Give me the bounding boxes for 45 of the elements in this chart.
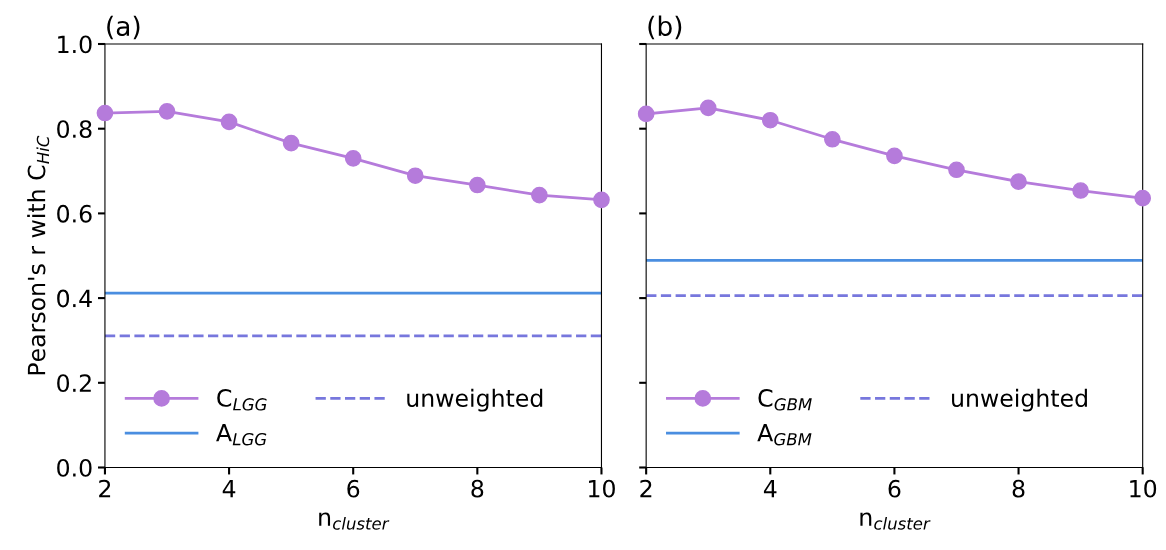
x-tick-label: 2 xyxy=(640,479,652,498)
point xyxy=(158,103,176,120)
y-tick-label: 1.0 xyxy=(58,35,92,54)
x-tick-label: 10 xyxy=(589,479,615,498)
point xyxy=(469,176,486,194)
point xyxy=(699,99,717,117)
point xyxy=(531,186,548,204)
point xyxy=(824,130,841,148)
point xyxy=(761,111,779,129)
legend-label: C$_{GBM}$ xyxy=(758,388,812,411)
x-tick-label: 2 xyxy=(99,479,111,498)
chart-title: (a) xyxy=(107,15,140,40)
point xyxy=(344,150,362,167)
legend-label: unweighted xyxy=(952,388,1087,412)
point xyxy=(948,161,965,179)
legend-label: A$_{LGG}$ xyxy=(216,424,267,446)
point xyxy=(406,167,424,185)
legend-label: unweighted xyxy=(407,388,543,412)
y-axis-title: Pearson's r with C$_{HiC}$ xyxy=(27,135,50,375)
y-tick-label: 0.4 xyxy=(57,289,92,308)
point xyxy=(1134,189,1152,207)
x-tick-label: 8 xyxy=(1012,479,1025,498)
x-tick-label: 4 xyxy=(763,480,777,498)
x-tick-label: 8 xyxy=(471,479,484,498)
point xyxy=(220,113,238,131)
point xyxy=(282,134,300,152)
x-tick-label: 6 xyxy=(888,479,901,498)
point xyxy=(886,147,903,165)
y-tick-label: 0.2 xyxy=(57,374,91,393)
x-axis-title: n$_{cluster}$ xyxy=(860,512,931,530)
y-tick-label: 0.8 xyxy=(57,120,92,139)
point xyxy=(1010,173,1027,190)
y-tick-label: 0.6 xyxy=(57,204,92,223)
legend-label: C$_{LGG}$ xyxy=(217,388,267,411)
x-tick-label: 6 xyxy=(347,479,360,498)
y-tick-label: 0.0 xyxy=(57,458,92,477)
chart-title: (b) xyxy=(648,15,682,40)
point xyxy=(637,105,655,123)
x-axis-title: n$_{cluster}$ xyxy=(319,512,390,530)
legend-label: A$_{GBM}$ xyxy=(757,424,812,446)
point xyxy=(1072,182,1089,199)
x-tick-label: 4 xyxy=(222,480,236,498)
x-tick-label: 10 xyxy=(1130,479,1157,498)
point xyxy=(593,191,610,209)
point xyxy=(96,104,114,122)
